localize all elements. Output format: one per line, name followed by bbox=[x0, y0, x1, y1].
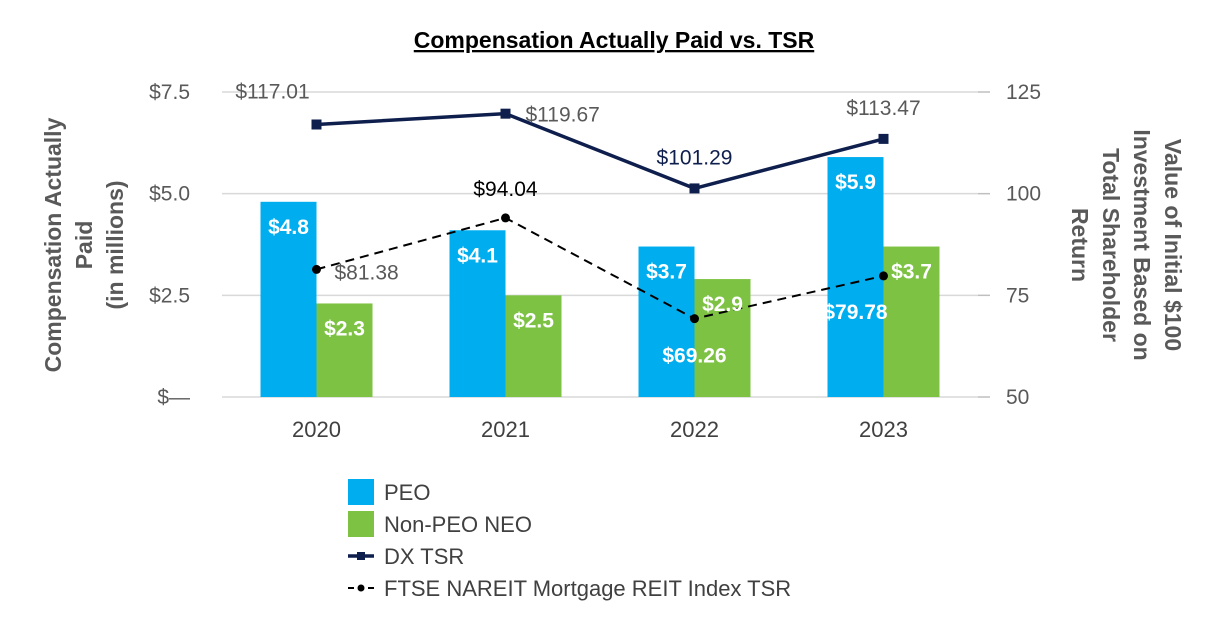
ftse-tsr-label: $94.04 bbox=[473, 178, 538, 201]
dx-tsr-point bbox=[311, 119, 322, 130]
non-peo-neo-bar-label: $2.9 bbox=[702, 293, 743, 316]
left-axis-title: Compensation Actually Paid (in millions) bbox=[40, 117, 128, 372]
legend-dx-tsr-marker bbox=[357, 552, 365, 560]
legend-label: Non-PEO NEO bbox=[384, 512, 532, 537]
dx-tsr-point bbox=[689, 183, 700, 194]
dx-tsr-label: $113.47 bbox=[846, 97, 920, 120]
dx-tsr-label: $117.01 bbox=[235, 80, 309, 103]
dx-tsr-label: $101.29 bbox=[657, 146, 733, 169]
peo-bar-label: $4.8 bbox=[268, 216, 309, 239]
left-tick-label: $2.5 bbox=[149, 284, 190, 307]
legend: PEO Non-PEO NEO DX TSR FTSE NAREIT Mortgage… bbox=[348, 479, 791, 601]
category-label: 2020 bbox=[292, 417, 341, 442]
left-tick-label: $— bbox=[157, 386, 190, 409]
category-label: 2022 bbox=[670, 417, 719, 442]
dx-tsr-label: $119.67 bbox=[526, 104, 600, 127]
left-axis-title-line: Paid bbox=[71, 221, 97, 270]
left-axis-title-line: (in millions) bbox=[102, 180, 128, 309]
dx-tsr-point bbox=[878, 133, 889, 144]
right-tick-label: 50 bbox=[1006, 386, 1029, 409]
legend-label: PEO bbox=[384, 480, 430, 505]
left-axis-title-line: Compensation Actually bbox=[40, 117, 66, 372]
axis-titles: Compensation Actually Paid (in millions) Va… bbox=[40, 117, 1186, 372]
legend-label: DX TSR bbox=[384, 544, 464, 569]
non-peo-neo-bar-label: $3.7 bbox=[891, 261, 932, 284]
right-tick-label: 100 bbox=[1006, 183, 1041, 206]
right-tick-label: 125 bbox=[1006, 81, 1041, 104]
peo-bar-label: $3.7 bbox=[646, 261, 687, 284]
peo-bar-label: $5.9 bbox=[835, 171, 876, 194]
line-series bbox=[311, 108, 889, 324]
peo-bar bbox=[260, 201, 317, 397]
data-labels: $4.8 $2.3 $4.1 $2.5 $3.7 $2.9 $5.9 $3.7 $117.01 $… bbox=[235, 80, 932, 367]
dx-tsr-line bbox=[316, 111, 884, 191]
right-tick-label: 75 bbox=[1006, 284, 1029, 307]
peo-bar bbox=[449, 230, 506, 397]
ftse-tsr-point bbox=[312, 264, 321, 274]
bars bbox=[260, 157, 940, 397]
non-peo-neo-bar bbox=[694, 279, 751, 397]
category-label: 2021 bbox=[481, 417, 530, 442]
legend-label: FTSE NAREIT Mortgage REIT Index TSR bbox=[384, 576, 791, 601]
ftse-tsr-label: $79.78 bbox=[823, 301, 888, 324]
category-labels: 2020 2021 2022 2023 bbox=[292, 417, 908, 442]
chart-title: Compensation Actually Paid vs. TSR bbox=[414, 27, 815, 53]
left-tick-label: $7.5 bbox=[149, 81, 190, 104]
ftse-tsr-point bbox=[879, 271, 888, 281]
non-peo-neo-bar bbox=[883, 246, 940, 397]
ftse-tsr-point bbox=[690, 314, 699, 324]
ftse-tsr-label: $81.38 bbox=[335, 261, 399, 284]
peo-bar-label: $4.1 bbox=[457, 244, 498, 267]
non-peo-neo-bar bbox=[505, 295, 562, 397]
category-label: 2023 bbox=[859, 417, 908, 442]
left-tick-label: $5.0 bbox=[149, 183, 190, 206]
right-axis-title-line: Investment Based on bbox=[1129, 129, 1155, 360]
ftse-tsr-point bbox=[501, 213, 510, 223]
peo-bar bbox=[638, 246, 695, 397]
right-axis-title-line: Value of Initial $100 bbox=[1160, 139, 1186, 351]
legend-non-peo-neo-swatch bbox=[348, 511, 374, 537]
right-axis-title-line: Total Shareholder bbox=[1098, 148, 1124, 342]
right-axis-title-line: Return bbox=[1067, 208, 1093, 282]
non-peo-neo-bar bbox=[316, 303, 373, 397]
legend-ftse-tsr-marker bbox=[357, 584, 365, 592]
non-peo-neo-bar-label: $2.5 bbox=[513, 309, 554, 332]
non-peo-neo-bar-label: $2.3 bbox=[324, 317, 365, 340]
ftse-tsr-line bbox=[316, 216, 884, 320]
axis-ticks: $— $2.5 $5.0 $7.5 50 75 100 125 bbox=[149, 81, 1041, 409]
legend-peo-swatch bbox=[348, 479, 374, 505]
peo-bar bbox=[827, 157, 884, 397]
dx-tsr-point bbox=[500, 108, 511, 119]
ftse-tsr-label: $69.26 bbox=[662, 345, 726, 368]
